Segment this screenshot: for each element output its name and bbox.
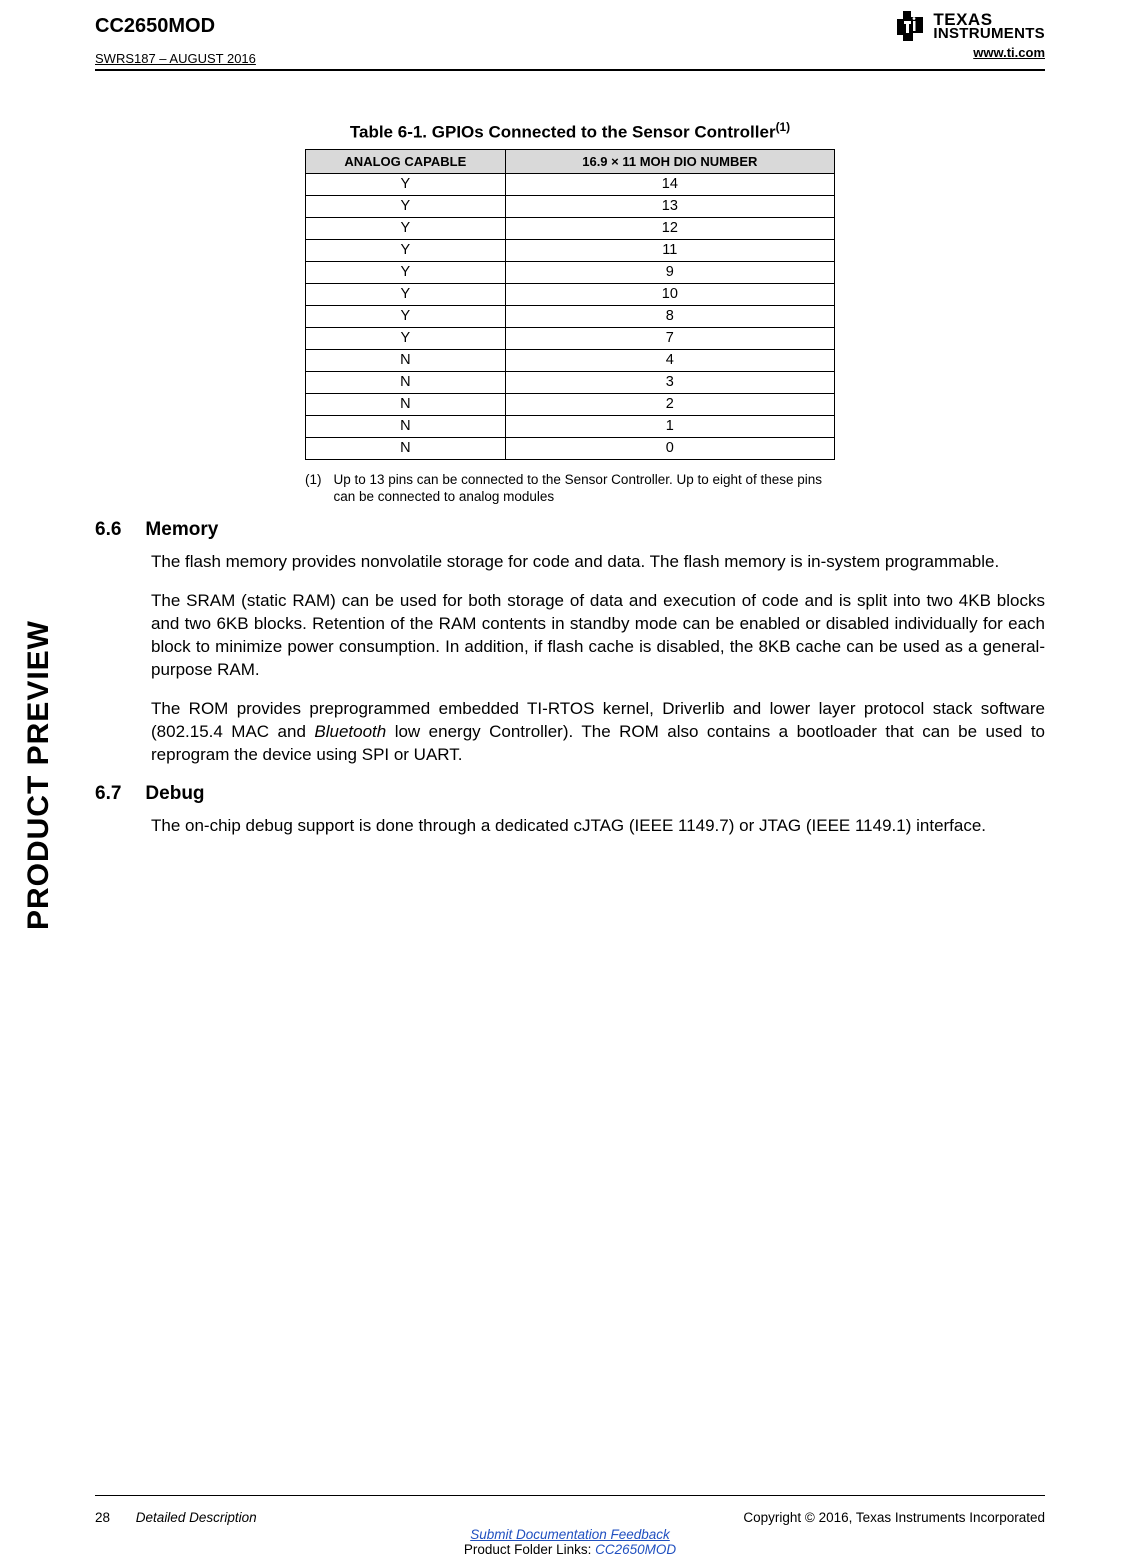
- cell-dio: 13: [505, 195, 834, 217]
- cell-dio: 0: [505, 437, 834, 459]
- cell-dio: 7: [505, 327, 834, 349]
- page-footer: 28 Detailed Description Copyright © 2016…: [95, 1510, 1045, 1557]
- cell-analog: Y: [306, 327, 506, 349]
- table-row: Y8: [306, 305, 835, 327]
- cell-dio: 3: [505, 371, 834, 393]
- cell-analog: Y: [306, 195, 506, 217]
- section-heading-memory: 6.6 Memory: [95, 519, 1045, 541]
- cell-analog: Y: [306, 217, 506, 239]
- table-header-analog: ANALOG CAPABLE: [306, 149, 506, 173]
- table-row: Y7: [306, 327, 835, 349]
- feedback-link[interactable]: Submit Documentation Feedback: [470, 1527, 670, 1542]
- cell-dio: 10: [505, 283, 834, 305]
- brand-logo: TEXAS INSTRUMENTS www.ti.com: [893, 9, 1045, 60]
- table-caption: Table 6-1. GPIOs Connected to the Sensor…: [95, 120, 1045, 143]
- brand-text-bottom: INSTRUMENTS: [933, 27, 1045, 41]
- copyright-text: Copyright © 2016, Texas Instruments Inco…: [743, 1510, 1045, 1525]
- table-row: Y11: [306, 239, 835, 261]
- table-row: N0: [306, 437, 835, 459]
- gpio-table: ANALOG CAPABLE 16.9 × 11 MOH DIO NUMBER …: [305, 149, 835, 460]
- cell-analog: Y: [306, 239, 506, 261]
- cell-dio: 4: [505, 349, 834, 371]
- cell-analog: N: [306, 393, 506, 415]
- table-row: Y10: [306, 283, 835, 305]
- table-row: N4: [306, 349, 835, 371]
- cell-dio: 11: [505, 239, 834, 261]
- footer-section-name: Detailed Description: [136, 1510, 257, 1525]
- table-row: Y13: [306, 195, 835, 217]
- cell-dio: 1: [505, 415, 834, 437]
- cell-analog: Y: [306, 261, 506, 283]
- product-link[interactable]: CC2650MOD: [595, 1542, 676, 1557]
- cell-analog: N: [306, 415, 506, 437]
- cell-dio: 12: [505, 217, 834, 239]
- memory-paragraph-3: The ROM provides preprogrammed embedded …: [151, 698, 1045, 767]
- table-footnote: (1) Up to 13 pins can be connected to th…: [305, 472, 835, 506]
- document-title: CC2650MOD: [95, 15, 215, 38]
- section-heading-debug: 6.7 Debug: [95, 783, 1045, 805]
- table-row: Y14: [306, 173, 835, 195]
- document-subtitle[interactable]: SWRS187 – AUGUST 2016: [95, 51, 256, 66]
- table-row: Y9: [306, 261, 835, 283]
- cell-dio: 9: [505, 261, 834, 283]
- cell-dio: 14: [505, 173, 834, 195]
- cell-analog: N: [306, 349, 506, 371]
- memory-paragraph-1: The flash memory provides nonvolatile st…: [151, 551, 1045, 574]
- side-watermark: PRODUCT PREVIEW: [22, 620, 56, 930]
- cell-analog: Y: [306, 283, 506, 305]
- page-number: 28: [95, 1510, 110, 1525]
- cell-dio: 8: [505, 305, 834, 327]
- cell-analog: N: [306, 437, 506, 459]
- table-row: N3: [306, 371, 835, 393]
- footer-rule: [95, 1495, 1045, 1496]
- table-row: N1: [306, 415, 835, 437]
- page-header: CC2650MOD SWRS187 – AUGUST 2016 TEXAS IN…: [95, 15, 1045, 85]
- memory-paragraph-2: The SRAM (static RAM) can be used for bo…: [151, 590, 1045, 682]
- cell-analog: Y: [306, 173, 506, 195]
- table-row: Y12: [306, 217, 835, 239]
- debug-paragraph-1: The on-chip debug support is done throug…: [151, 815, 1045, 838]
- cell-analog: N: [306, 371, 506, 393]
- table-row: N2: [306, 393, 835, 415]
- ti-chip-icon: [893, 9, 927, 43]
- brand-url[interactable]: www.ti.com: [893, 45, 1045, 60]
- table-header-dio: 16.9 × 11 MOH DIO NUMBER: [505, 149, 834, 173]
- cell-dio: 2: [505, 393, 834, 415]
- header-rule: [95, 69, 1045, 71]
- cell-analog: Y: [306, 305, 506, 327]
